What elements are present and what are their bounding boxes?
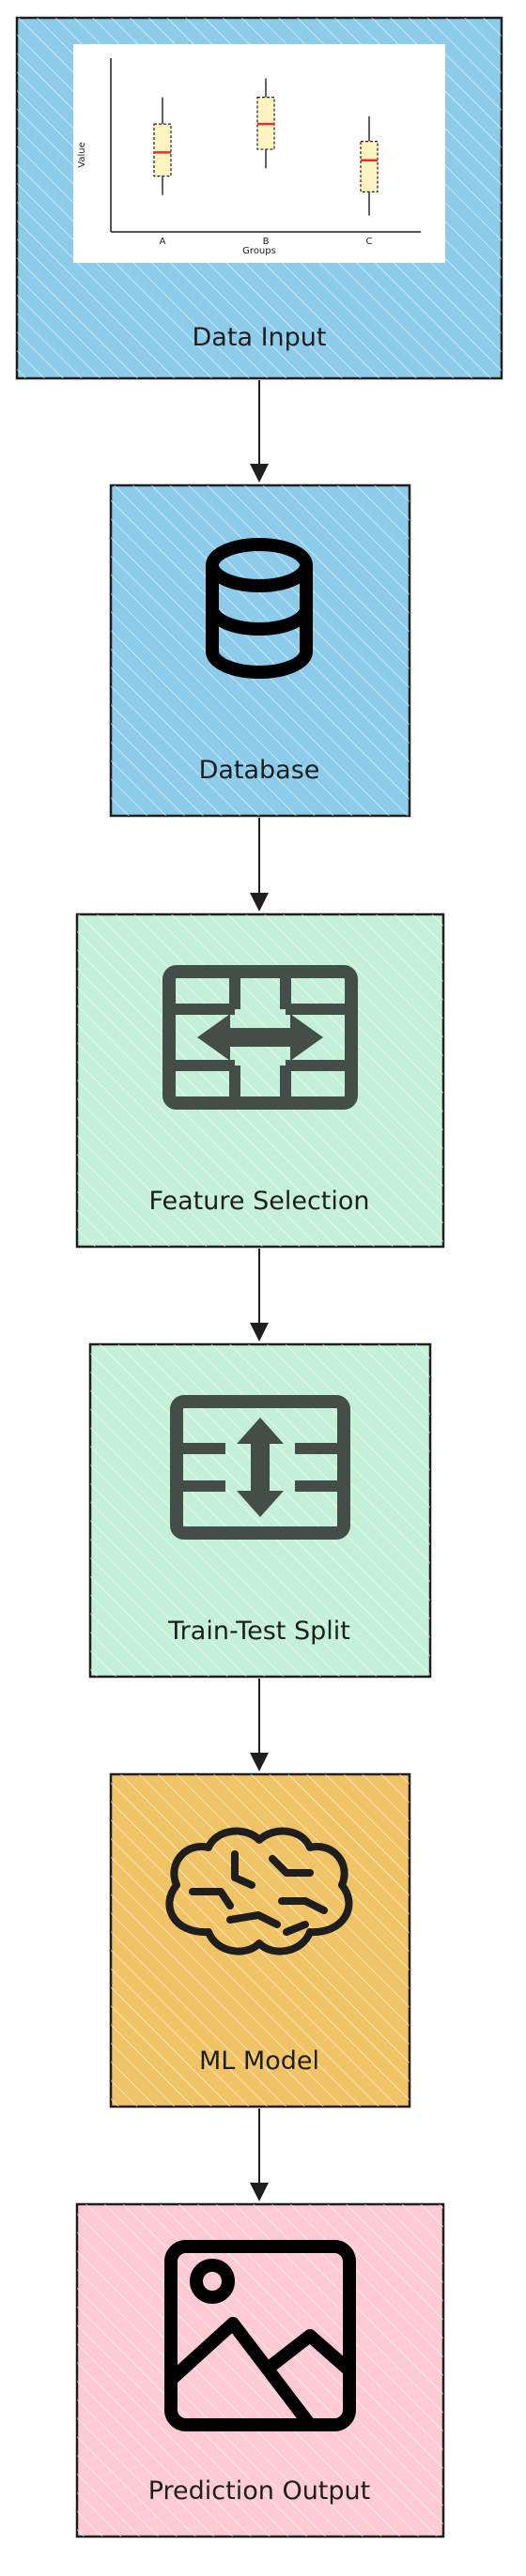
database-icon [206, 538, 313, 679]
box-B [256, 78, 275, 169]
node-database[interactable]: Database [109, 483, 411, 818]
box-C [360, 115, 379, 216]
x-tick-label: A [160, 237, 166, 247]
node-label: Database [199, 756, 320, 785]
node-ml-model[interactable]: ML Model [109, 1772, 411, 2108]
node-label: Train-Test Split [167, 1617, 350, 1646]
node-train-test-split[interactable]: Train-Test Split [88, 1342, 432, 1679]
box-body [360, 141, 379, 192]
node-data-input[interactable]: Value Groups A B C Data Input [15, 16, 503, 380]
node-label: Data Input [193, 323, 327, 352]
box-A [153, 97, 172, 195]
node-label: Feature Selection [148, 1187, 369, 1216]
brain-circuit-icon [165, 1827, 353, 1955]
boxes-layer [153, 78, 379, 216]
x-axis-label: Groups [242, 246, 276, 256]
boxplot-chart: Value Groups A B C [73, 44, 445, 263]
node-feature-selection[interactable]: Feature Selection [75, 912, 445, 1249]
node-label: ML Model [199, 2047, 319, 2076]
y-axis-label: Value [77, 142, 87, 167]
node-hatch [77, 2204, 443, 2537]
node-label: Prediction Output [148, 2476, 371, 2506]
chart-background [73, 44, 445, 263]
x-tick-label: B [263, 237, 270, 247]
image-icon [164, 2240, 356, 2431]
transfer-vertical-icon [170, 1395, 350, 1540]
x-tick-labels: A B C [160, 237, 373, 247]
node-prediction-output[interactable]: Prediction Output [75, 2202, 445, 2538]
x-tick-label: C [366, 237, 373, 247]
transfer-horizontal-icon [162, 965, 358, 1110]
box-body [153, 123, 172, 177]
